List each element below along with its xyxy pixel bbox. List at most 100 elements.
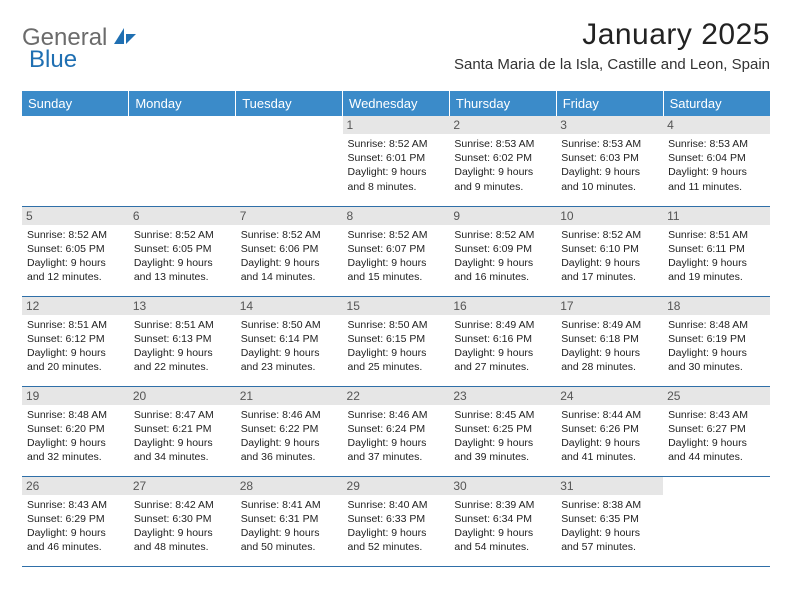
day-number: 1: [343, 116, 450, 134]
calendar-week-row: 19Sunrise: 8:48 AMSunset: 6:20 PMDayligh…: [22, 386, 770, 476]
day-number: 9: [449, 207, 556, 225]
daylight-line2: and 23 minutes.: [241, 360, 338, 374]
sun-times: Sunrise: 8:50 AMSunset: 6:15 PMDaylight:…: [348, 318, 445, 375]
calendar-cell: 13Sunrise: 8:51 AMSunset: 6:13 PMDayligh…: [129, 296, 236, 386]
calendar-cell: 29Sunrise: 8:40 AMSunset: 6:33 PMDayligh…: [343, 476, 450, 566]
calendar-cell: 10Sunrise: 8:52 AMSunset: 6:10 PMDayligh…: [556, 206, 663, 296]
sun-times: Sunrise: 8:49 AMSunset: 6:18 PMDaylight:…: [561, 318, 658, 375]
sunset-text: Sunset: 6:26 PM: [561, 422, 658, 436]
daylight-line2: and 57 minutes.: [561, 540, 658, 554]
sunrise-text: Sunrise: 8:43 AM: [27, 498, 124, 512]
daylight-line1: Daylight: 9 hours: [561, 436, 658, 450]
sun-times: Sunrise: 8:52 AMSunset: 6:09 PMDaylight:…: [454, 228, 551, 285]
calendar-week-row: 5Sunrise: 8:52 AMSunset: 6:05 PMDaylight…: [22, 206, 770, 296]
day-number: 7: [236, 207, 343, 225]
day-number: 3: [556, 116, 663, 134]
calendar-header-row: Sunday Monday Tuesday Wednesday Thursday…: [22, 91, 770, 116]
day-header-tue: Tuesday: [236, 91, 343, 116]
daylight-line2: and 8 minutes.: [348, 180, 445, 194]
daylight-line2: and 44 minutes.: [668, 450, 765, 464]
daylight-line2: and 50 minutes.: [241, 540, 338, 554]
daylight-line2: and 37 minutes.: [348, 450, 445, 464]
daylight-line1: Daylight: 9 hours: [348, 526, 445, 540]
daylight-line2: and 12 minutes.: [27, 270, 124, 284]
sunrise-text: Sunrise: 8:51 AM: [134, 318, 231, 332]
daylight-line2: and 30 minutes.: [668, 360, 765, 374]
sunrise-text: Sunrise: 8:45 AM: [454, 408, 551, 422]
day-number: 26: [22, 477, 129, 495]
day-number: 18: [663, 297, 770, 315]
daylight-line1: Daylight: 9 hours: [348, 256, 445, 270]
calendar-page: General January 2025 Santa Maria de la I…: [0, 0, 792, 577]
sunrise-text: Sunrise: 8:52 AM: [348, 228, 445, 242]
sun-times: Sunrise: 8:51 AMSunset: 6:12 PMDaylight:…: [27, 318, 124, 375]
daylight-line2: and 39 minutes.: [454, 450, 551, 464]
daylight-line1: Daylight: 9 hours: [454, 346, 551, 360]
sunrise-text: Sunrise: 8:49 AM: [454, 318, 551, 332]
sunrise-text: Sunrise: 8:52 AM: [348, 137, 445, 151]
daylight-line1: Daylight: 9 hours: [241, 346, 338, 360]
day-header-thu: Thursday: [449, 91, 556, 116]
daylight-line1: Daylight: 9 hours: [27, 256, 124, 270]
calendar-cell: 22Sunrise: 8:46 AMSunset: 6:24 PMDayligh…: [343, 386, 450, 476]
calendar-cell: 31Sunrise: 8:38 AMSunset: 6:35 PMDayligh…: [556, 476, 663, 566]
sunset-text: Sunset: 6:27 PM: [668, 422, 765, 436]
daylight-line2: and 54 minutes.: [454, 540, 551, 554]
sunrise-text: Sunrise: 8:52 AM: [454, 228, 551, 242]
sunrise-text: Sunrise: 8:40 AM: [348, 498, 445, 512]
day-number: 11: [663, 207, 770, 225]
sunset-text: Sunset: 6:13 PM: [134, 332, 231, 346]
sunset-text: Sunset: 6:05 PM: [27, 242, 124, 256]
sunrise-text: Sunrise: 8:46 AM: [348, 408, 445, 422]
calendar-cell: 30Sunrise: 8:39 AMSunset: 6:34 PMDayligh…: [449, 476, 556, 566]
day-number: 2: [449, 116, 556, 134]
daylight-line2: and 25 minutes.: [348, 360, 445, 374]
sunrise-text: Sunrise: 8:41 AM: [241, 498, 338, 512]
sun-times: Sunrise: 8:48 AMSunset: 6:19 PMDaylight:…: [668, 318, 765, 375]
sunset-text: Sunset: 6:14 PM: [241, 332, 338, 346]
day-number: 22: [343, 387, 450, 405]
sunset-text: Sunset: 6:03 PM: [561, 151, 658, 165]
day-header-wed: Wednesday: [343, 91, 450, 116]
sun-times: Sunrise: 8:52 AMSunset: 6:05 PMDaylight:…: [27, 228, 124, 285]
calendar-cell: 28Sunrise: 8:41 AMSunset: 6:31 PMDayligh…: [236, 476, 343, 566]
daylight-line1: Daylight: 9 hours: [27, 346, 124, 360]
day-number: 8: [343, 207, 450, 225]
calendar-cell: 12Sunrise: 8:51 AMSunset: 6:12 PMDayligh…: [22, 296, 129, 386]
month-title: January 2025: [454, 18, 770, 52]
sunrise-text: Sunrise: 8:49 AM: [561, 318, 658, 332]
sunrise-text: Sunrise: 8:51 AM: [668, 228, 765, 242]
sun-times: Sunrise: 8:45 AMSunset: 6:25 PMDaylight:…: [454, 408, 551, 465]
calendar-cell: 5Sunrise: 8:52 AMSunset: 6:05 PMDaylight…: [22, 206, 129, 296]
sail-icon: [112, 26, 138, 51]
day-header-sun: Sunday: [22, 91, 129, 116]
daylight-line2: and 19 minutes.: [668, 270, 765, 284]
daylight-line2: and 10 minutes.: [561, 180, 658, 194]
daylight-line1: Daylight: 9 hours: [134, 526, 231, 540]
sun-times: Sunrise: 8:52 AMSunset: 6:05 PMDaylight:…: [134, 228, 231, 285]
day-header-mon: Monday: [129, 91, 236, 116]
calendar-cell: 4Sunrise: 8:53 AMSunset: 6:04 PMDaylight…: [663, 116, 770, 206]
sunset-text: Sunset: 6:30 PM: [134, 512, 231, 526]
calendar-cell: 11Sunrise: 8:51 AMSunset: 6:11 PMDayligh…: [663, 206, 770, 296]
sunrise-text: Sunrise: 8:53 AM: [668, 137, 765, 151]
sunset-text: Sunset: 6:20 PM: [27, 422, 124, 436]
sunset-text: Sunset: 6:33 PM: [348, 512, 445, 526]
calendar-cell: 8Sunrise: 8:52 AMSunset: 6:07 PMDaylight…: [343, 206, 450, 296]
daylight-line1: Daylight: 9 hours: [561, 526, 658, 540]
calendar-table: Sunday Monday Tuesday Wednesday Thursday…: [22, 91, 770, 567]
sunset-text: Sunset: 6:09 PM: [454, 242, 551, 256]
sunset-text: Sunset: 6:05 PM: [134, 242, 231, 256]
daylight-line1: Daylight: 9 hours: [348, 346, 445, 360]
page-header: General January 2025 Santa Maria de la I…: [22, 18, 770, 73]
day-number: 20: [129, 387, 236, 405]
day-header-fri: Friday: [556, 91, 663, 116]
daylight-line1: Daylight: 9 hours: [348, 436, 445, 450]
sun-times: Sunrise: 8:39 AMSunset: 6:34 PMDaylight:…: [454, 498, 551, 555]
calendar-cell: 25Sunrise: 8:43 AMSunset: 6:27 PMDayligh…: [663, 386, 770, 476]
sun-times: Sunrise: 8:51 AMSunset: 6:13 PMDaylight:…: [134, 318, 231, 375]
day-number: 16: [449, 297, 556, 315]
daylight-line1: Daylight: 9 hours: [134, 256, 231, 270]
day-number: 15: [343, 297, 450, 315]
sunset-text: Sunset: 6:22 PM: [241, 422, 338, 436]
